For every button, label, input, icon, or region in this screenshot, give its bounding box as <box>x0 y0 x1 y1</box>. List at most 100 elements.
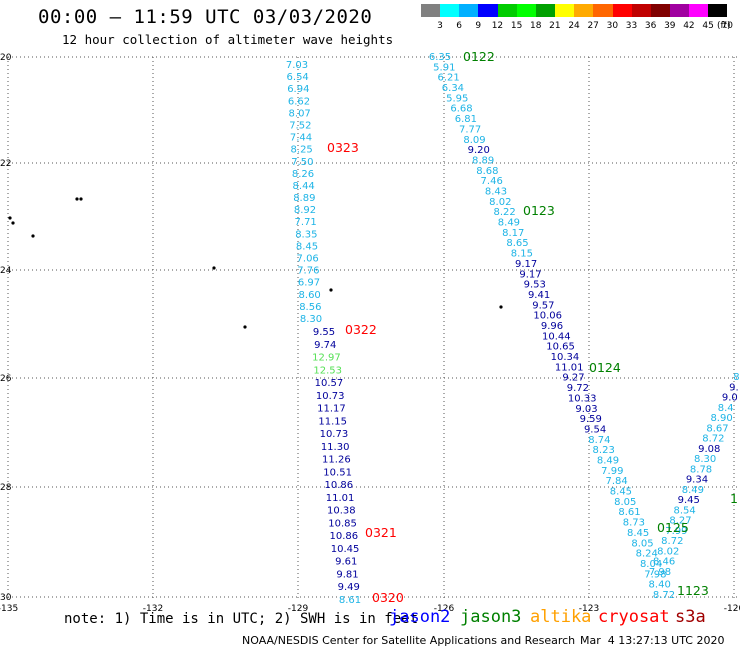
wave-height-value: 8.56 <box>299 302 321 313</box>
wave-height-value: 7.98 <box>644 569 666 580</box>
wave-height-value: 8.05 <box>631 538 653 549</box>
wave-height-value: 7.46 <box>481 176 503 187</box>
wave-height-value: 9.20 <box>468 145 490 156</box>
wave-height-value: 9.61 <box>335 557 357 568</box>
wave-height-value: 9.81 <box>336 569 358 580</box>
lon-tick-label: -120 <box>724 604 740 614</box>
wave-height-value: 8.09 <box>463 135 485 146</box>
wave-height-value: 6.68 <box>450 104 472 115</box>
wave-height-value: 9.27 <box>562 373 584 384</box>
wave-height-value: 11.15 <box>318 416 347 427</box>
island-markers <box>8 197 503 329</box>
wave-height-value: 7.71 <box>295 217 317 228</box>
legend-label: 9 <box>475 21 482 31</box>
legend-label: 15 <box>510 21 523 31</box>
lat-tick-label: 22 <box>0 159 11 169</box>
legend-swatch <box>650 4 670 17</box>
legend-swatch <box>555 4 575 17</box>
lon-tick-label: -129 <box>288 604 309 614</box>
legend-swatch <box>516 4 536 17</box>
wave-height-value: 9.17 <box>515 259 537 270</box>
pass-time-label: 0122 <box>463 49 495 64</box>
wave-height-value: 9.96 <box>541 321 563 332</box>
pass-time-label: 0323 <box>327 140 359 155</box>
wave-height-value: 8.46 <box>653 557 675 568</box>
legend-swatch <box>708 4 728 17</box>
wave-height-value: 8.23 <box>593 445 615 456</box>
wave-height-value: 9.03 <box>575 404 597 415</box>
wave-height-value: 8.30 <box>694 454 716 465</box>
wave-height-value: 7.52 <box>289 120 311 131</box>
wave-height-value: 9.0 <box>722 393 738 404</box>
legend-swatch <box>631 4 651 17</box>
wave-height-value: 7.77 <box>459 124 481 135</box>
wave-height-value: 8.67 <box>706 423 728 434</box>
legend-label: 42 <box>683 21 695 31</box>
wave-height-value: 7.84 <box>605 476 627 487</box>
page-title: 00:00 – 11:59 UTC 03/03/2020 <box>38 6 373 28</box>
wave-height-value: 5.91 <box>433 62 455 73</box>
wave-height-value: 8.04 <box>640 559 662 570</box>
wave-height-value: 11.01 <box>555 362 584 373</box>
wave-height-value: 7.99 <box>601 466 623 477</box>
wave-height-value: 8.26 <box>292 169 314 180</box>
wave-height-value: 8.49 <box>682 485 704 496</box>
wave-height-value: 8.27 <box>669 516 691 527</box>
lat-tick-label: 20 <box>0 53 12 63</box>
wave-height-value: 6.54 <box>287 72 309 83</box>
legend-label: 30 <box>606 21 619 31</box>
island-dot <box>499 305 503 309</box>
legend-unit: (ft) <box>717 21 731 31</box>
wave-height-value: 8.74 <box>588 435 610 446</box>
legend-label: 6 <box>456 21 462 31</box>
island-dot <box>31 234 35 238</box>
pass-time-label: 1123 <box>677 583 709 598</box>
lon-tick-label: -126 <box>434 604 455 614</box>
wave-height-value: 8.45 <box>610 487 632 498</box>
wave-height-value: 8.49 <box>597 456 619 467</box>
island-dot <box>8 216 12 220</box>
wave-height-value: 8.45 <box>627 528 649 539</box>
wave-height-value: 8.17 <box>502 228 524 239</box>
wave-height-value: 8.07 <box>289 108 311 119</box>
pass-time-label: 0322 <box>345 322 377 337</box>
legend-swatch <box>612 4 632 17</box>
lat-tick-label: 26 <box>0 374 12 384</box>
legend-swatch <box>497 4 517 17</box>
satellite-label-jason2: jason2 <box>389 607 451 627</box>
wave-height-value: 9.57 <box>532 300 554 311</box>
wave-height-value: 5.95 <box>446 93 468 104</box>
wave-height-value: 7.99 <box>665 526 687 537</box>
lat-tick-label: 28 <box>0 483 12 493</box>
legend-label: 36 <box>644 21 657 31</box>
wave-height-value: 8.4 <box>718 403 734 414</box>
satellite-label-jason3: jason3 <box>460 607 522 627</box>
wave-height-value: 6.35 <box>429 52 451 63</box>
lon-tick-label: -132 <box>143 604 163 614</box>
wave-height-value: 8.02 <box>489 197 511 208</box>
wave-height-value: 8.72 <box>702 434 724 445</box>
wave-height-value: 8.02 <box>657 546 679 557</box>
wave-height-value: 8.60 <box>299 290 321 301</box>
island-dot <box>79 197 83 201</box>
legend-swatch <box>440 4 460 17</box>
wave-height-value: 9.54 <box>584 424 606 435</box>
wave-height-value: 8.22 <box>493 207 515 218</box>
wave-height-value: 9.45 <box>678 495 700 506</box>
page-subtitle: 12 hour collection of altimeter wave hei… <box>62 32 394 47</box>
wave-height-value: 10.57 <box>315 378 344 389</box>
note-text: note: 1) Time is in UTC; 2) SWH is in fe… <box>64 611 419 627</box>
wave-height-value: 10.38 <box>327 506 356 517</box>
wave-height-value: 7.03 <box>286 60 308 71</box>
wave-height-value: 9.55 <box>313 327 335 338</box>
wave-height-value: 6.62 <box>288 96 310 107</box>
legend-swatch <box>535 4 556 17</box>
wave-height-value: 8.89 <box>472 155 494 166</box>
legend-label: 21 <box>549 21 561 31</box>
wave-height-value: 9.49 <box>338 582 360 593</box>
wave-height-value: 8.35 <box>295 229 317 240</box>
wave-height-value: 10.86 <box>325 480 354 491</box>
pass-time-labels: 0122 0323 0123 0322 0124 0125 0321 0320 1123 1 <box>327 49 738 605</box>
legend-swatch <box>593 4 613 17</box>
